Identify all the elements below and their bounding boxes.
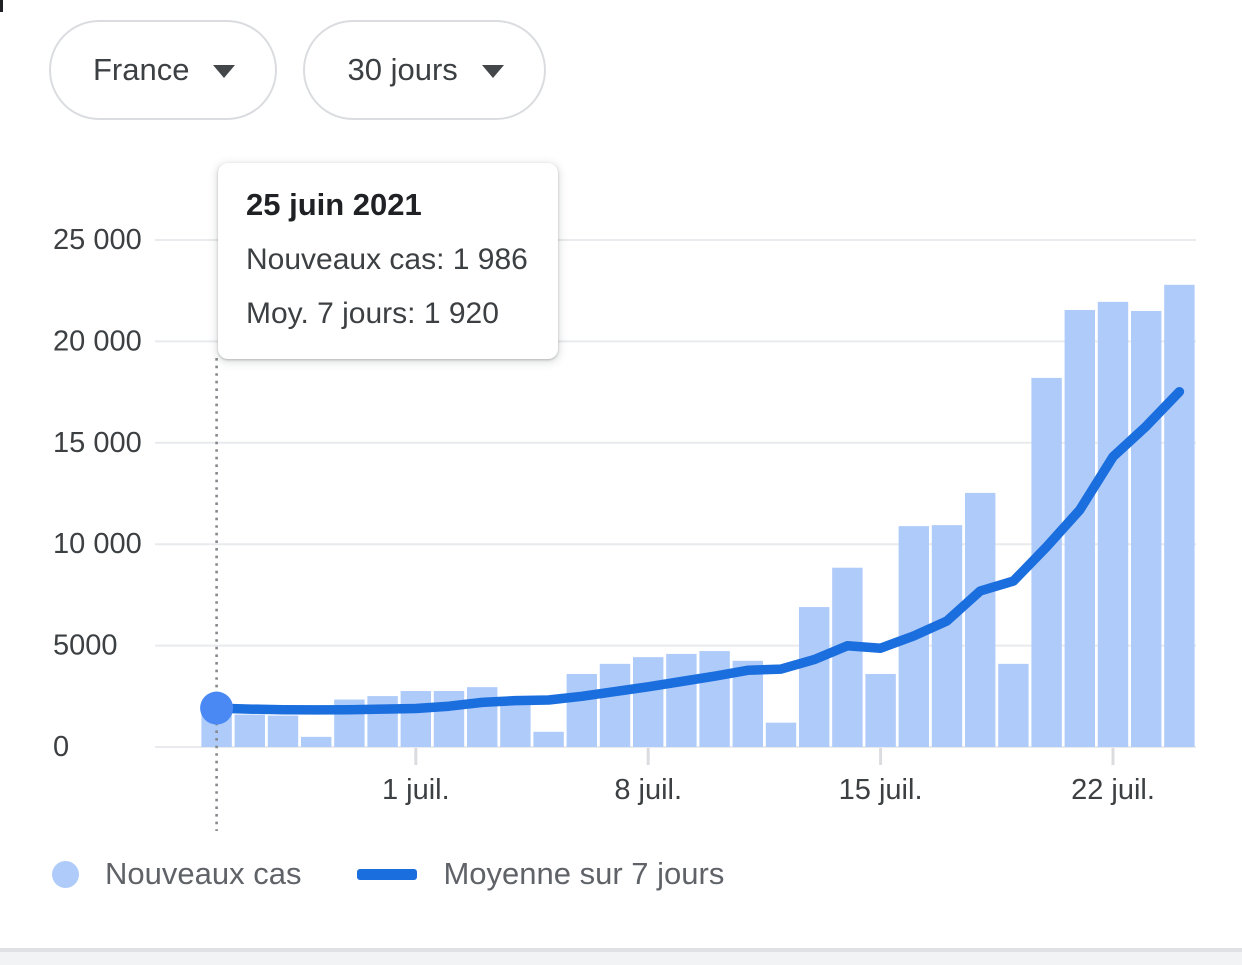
x-axis-tick-label: 1 juil. [382, 774, 450, 806]
legend-item-new-cases: Nouveaux cas [52, 856, 301, 892]
bar[interactable] [467, 687, 498, 747]
legend-label: Moyenne sur 7 jours [443, 856, 725, 891]
section-divider [0, 948, 1242, 952]
x-axis-tick-label: 15 juil. [839, 774, 923, 806]
chevron-down-icon [213, 65, 236, 78]
bar[interactable] [965, 492, 996, 747]
period-dropdown[interactable]: 30 jours [303, 20, 546, 120]
y-axis-tick-label: 0 [53, 731, 69, 763]
bar[interactable] [865, 673, 896, 747]
bar[interactable] [1064, 309, 1095, 747]
y-axis-tick-label: 5000 [53, 630, 118, 662]
bar[interactable] [666, 653, 697, 747]
next-section-edge [0, 952, 1242, 965]
average-line [211, 386, 1185, 715]
bar[interactable] [1131, 310, 1162, 747]
x-axis-tick-label: 8 juil. [614, 774, 682, 806]
x-axis-labels: 1 juil. 8 juil. 15 juil. 22 juil. [382, 774, 1155, 806]
bar[interactable] [599, 663, 631, 747]
bar[interactable] [1164, 284, 1195, 747]
y-axis-labels: 0 5000 10 000 15 000 20 000 25 000 [53, 224, 142, 763]
bar[interactable] [533, 731, 564, 747]
average-line-swatch-icon [357, 868, 418, 880]
tooltip-date: 25 juin 2021 [246, 187, 422, 222]
bar[interactable] [633, 657, 664, 747]
bar[interactable] [566, 673, 597, 747]
bar[interactable] [367, 696, 398, 747]
bar[interactable] [765, 722, 797, 747]
bar[interactable] [799, 607, 830, 747]
bar[interactable] [267, 715, 299, 747]
filter-bar: France 30 jours [49, 20, 546, 120]
legend-item-7day-average: Moyenne sur 7 jours [357, 856, 724, 892]
screen-corner-artifact [0, 0, 3, 12]
period-dropdown-label: 30 jours [347, 52, 458, 87]
country-dropdown[interactable]: France [49, 20, 278, 120]
bar[interactable] [699, 651, 730, 747]
y-axis-tick-label: 25 000 [53, 224, 142, 256]
chevron-down-icon [481, 65, 504, 78]
bar[interactable] [433, 691, 465, 747]
bar[interactable] [234, 714, 265, 747]
tooltip-7day-avg: Moy. 7 jours: 1 920 [246, 297, 499, 330]
bar[interactable] [931, 525, 963, 747]
legend-label: Nouveaux cas [105, 856, 302, 891]
bar[interactable] [500, 702, 531, 747]
bar[interactable] [301, 736, 332, 747]
bar[interactable] [832, 567, 863, 747]
chart-tooltip: 25 juin 2021 Nouveaux cas: 1 986 Moy. 7 … [218, 163, 558, 359]
bar[interactable] [400, 691, 431, 747]
bar[interactable] [1097, 301, 1129, 747]
new-cases-swatch-icon [52, 860, 79, 888]
y-axis-tick-label: 10 000 [53, 528, 142, 560]
bar[interactable] [998, 663, 1029, 747]
chart-legend: Nouveaux cas Moyenne sur 7 jours [52, 856, 724, 892]
tooltip-new-cases: Nouveaux cas: 1 986 [246, 243, 528, 276]
bars-series [201, 284, 1195, 747]
y-axis-tick-label: 20 000 [53, 325, 142, 357]
country-dropdown-label: France [93, 52, 190, 87]
x-axis-tick-label: 22 juil. [1071, 774, 1155, 806]
y-axis-tick-label: 15 000 [53, 427, 142, 459]
selected-point-marker[interactable] [200, 691, 234, 725]
x-axis-ticks [414, 748, 1115, 765]
